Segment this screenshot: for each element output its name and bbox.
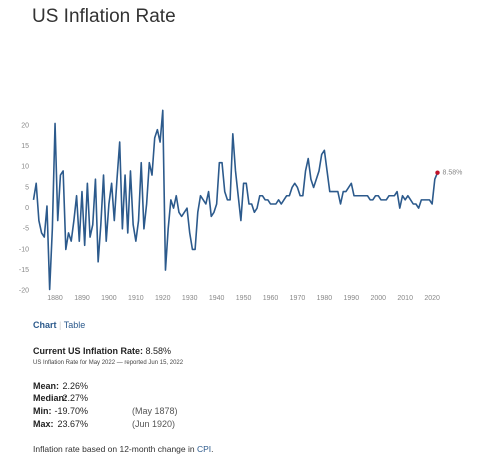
stat-label: Mean: xyxy=(33,381,60,391)
tabs: Chart | Table xyxy=(33,320,85,330)
y-tick-label: -10 xyxy=(19,246,29,253)
y-tick-label: 15 xyxy=(21,143,29,150)
stat-note: (Jun 1920) xyxy=(132,419,176,429)
stat-value: -19.70% xyxy=(54,406,88,416)
x-tick-label: 1960 xyxy=(263,295,279,302)
x-tick-label: 1890 xyxy=(74,295,90,302)
y-tick-label: 5 xyxy=(25,184,29,191)
chart: -20 -15 -10 -5 0 5 10 15 20 1880 1890 1900 1910 1920 1… xyxy=(19,109,463,302)
x-tick-label: 1940 xyxy=(209,295,225,302)
x-tick-label: 2020 xyxy=(424,295,440,302)
stat-label: Max: xyxy=(33,419,54,429)
x-tick-label: 1920 xyxy=(155,295,171,302)
end-label: 8.58% xyxy=(443,170,463,177)
x-tick-label: 1980 xyxy=(317,295,333,302)
y-tick-label: -15 xyxy=(19,267,29,274)
cpi-link[interactable]: CPI xyxy=(197,444,212,454)
footer: Inflation rate based on 12-month change … xyxy=(33,444,214,454)
x-tick-label: 1880 xyxy=(47,295,63,302)
stat-note: (May 1878) xyxy=(132,406,178,416)
y-tick-label: -5 xyxy=(23,226,29,233)
y-tick-label: 0 xyxy=(25,205,29,212)
tab[interactable]: Chart xyxy=(33,320,57,330)
x-tick-label: 1910 xyxy=(128,295,144,302)
current-note: US Inflation Rate for May 2022 — reporte… xyxy=(33,360,184,366)
y-tick-label: 10 xyxy=(21,164,29,171)
footer-text: Inflation rate based on 12-month change … xyxy=(33,444,195,454)
stat-value: 23.67% xyxy=(57,419,88,429)
x-tick-label: 1950 xyxy=(236,295,252,302)
current-rate: Current US Inflation Rate: 8.58% xyxy=(33,346,171,356)
current-value: 8.58% xyxy=(145,346,172,356)
y-tick-label: 20 xyxy=(21,122,29,129)
x-tick-label: 2010 xyxy=(397,295,413,302)
page-title: US Inflation Rate xyxy=(32,6,176,27)
x-tick-label: 1970 xyxy=(290,295,306,302)
end-marker xyxy=(435,170,440,175)
x-tick-label: 1990 xyxy=(344,295,360,302)
x-tick-label: 2000 xyxy=(370,295,386,302)
series-line xyxy=(32,109,439,291)
tab[interactable]: Table xyxy=(63,320,86,330)
stat-label: Min: xyxy=(33,406,52,416)
separator: | xyxy=(59,320,62,330)
current-label: Current US Inflation Rate: xyxy=(33,346,144,356)
stat-value: 2.26% xyxy=(62,381,88,391)
y-tick-label: -20 xyxy=(19,288,29,295)
footer-end: . xyxy=(211,444,214,454)
x-tick-label: 1930 xyxy=(182,295,198,302)
x-tick-label: 1900 xyxy=(101,295,117,302)
stat-value: 2.27% xyxy=(62,393,88,403)
stat-label: Median: xyxy=(33,393,68,403)
